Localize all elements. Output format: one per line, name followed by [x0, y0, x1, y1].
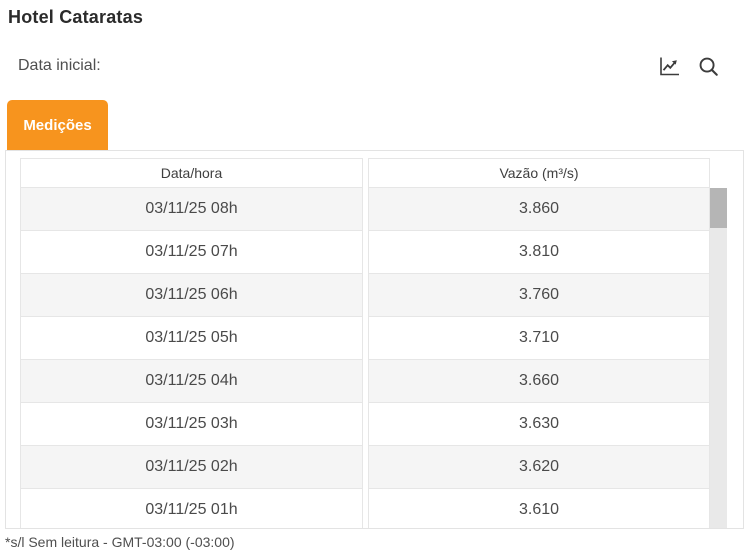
- cell-value: 3.710: [368, 317, 710, 360]
- measurements-table: Data/hora Vazão (m³/s) 03/11/25 08h 3.86…: [20, 158, 710, 528]
- cell-datetime: 03/11/25 02h: [20, 446, 363, 489]
- measurements-panel: Data/hora Vazão (m³/s) 03/11/25 08h 3.86…: [5, 150, 744, 529]
- tab-medicoes[interactable]: Medições: [7, 100, 108, 150]
- table-header: Data/hora Vazão (m³/s): [20, 158, 710, 188]
- toolbar-icons: [656, 53, 721, 79]
- date-initial-label: Data inicial:: [18, 57, 101, 74]
- table-row: 03/11/25 08h 3.860: [20, 188, 710, 231]
- cell-datetime: 03/11/25 07h: [20, 231, 363, 274]
- page-title: Hotel Cataratas: [8, 7, 144, 27]
- table-row: 03/11/25 02h 3.620: [20, 446, 710, 489]
- column-header-vazao: Vazão (m³/s): [368, 158, 710, 188]
- table-scrollbar-track[interactable]: [710, 188, 727, 528]
- column-header-datetime: Data/hora: [20, 158, 363, 188]
- cell-value: 3.810: [368, 231, 710, 274]
- cell-value: 3.860: [368, 188, 710, 231]
- search-icon[interactable]: [695, 53, 721, 79]
- footer-note: *s/l Sem leitura - GMT-03:00 (-03:00): [5, 534, 235, 550]
- cell-datetime: 03/11/25 08h: [20, 188, 363, 231]
- cell-datetime: 03/11/25 03h: [20, 403, 363, 446]
- cell-value: 3.620: [368, 446, 710, 489]
- table-row: 03/11/25 01h 3.610: [20, 489, 710, 528]
- table-row: 03/11/25 04h 3.660: [20, 360, 710, 403]
- cell-value: 3.610: [368, 489, 710, 528]
- chart-line-icon[interactable]: [656, 53, 682, 79]
- table-row: 03/11/25 06h 3.760: [20, 274, 710, 317]
- cell-datetime: 03/11/25 04h: [20, 360, 363, 403]
- table-scrollbar-thumb[interactable]: [710, 188, 727, 228]
- cell-datetime: 03/11/25 05h: [20, 317, 363, 360]
- toolbar: Data inicial:: [18, 53, 721, 79]
- cell-value: 3.660: [368, 360, 710, 403]
- cell-value: 3.630: [368, 403, 710, 446]
- table-row: 03/11/25 03h 3.630: [20, 403, 710, 446]
- table-body: 03/11/25 08h 3.860 03/11/25 07h 3.810 03…: [20, 188, 710, 528]
- cell-datetime: 03/11/25 06h: [20, 274, 363, 317]
- cell-datetime: 03/11/25 01h: [20, 489, 363, 528]
- table-row: 03/11/25 05h 3.710: [20, 317, 710, 360]
- cell-value: 3.760: [368, 274, 710, 317]
- table-row: 03/11/25 07h 3.810: [20, 231, 710, 274]
